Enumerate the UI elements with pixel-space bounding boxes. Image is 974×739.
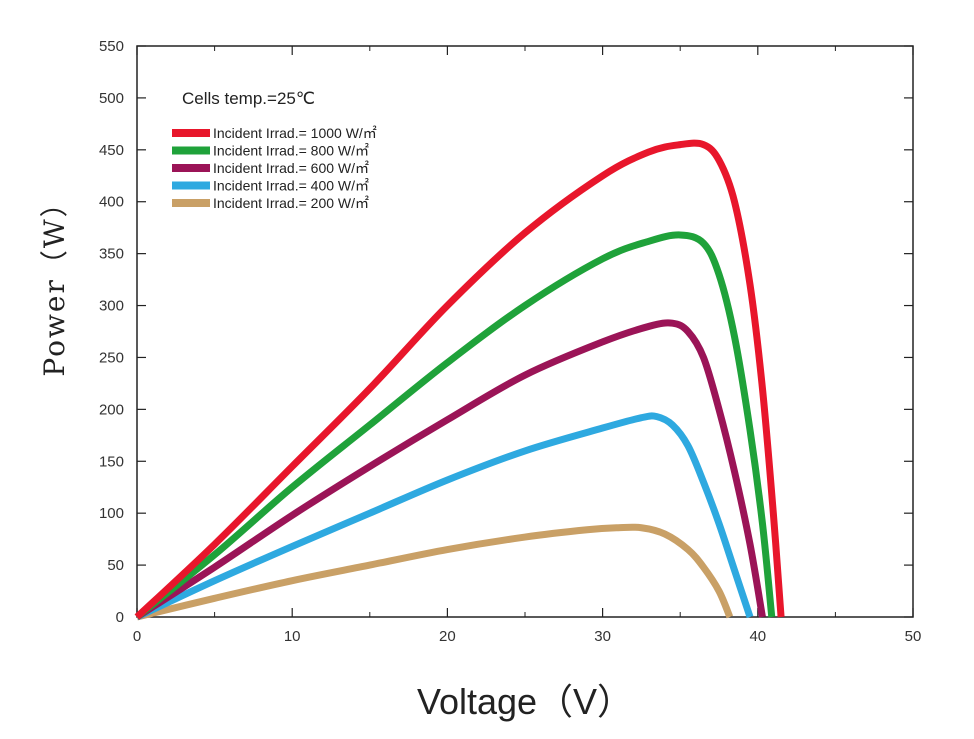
legend-swatch [172,146,210,155]
y-tick-label: 350 [99,246,124,263]
axis-ticks [136,45,914,618]
x-tick-label: 0 [133,628,141,645]
y-tick-label: 0 [116,609,124,626]
series-lines [134,139,785,621]
y-tick-label: 200 [99,401,124,418]
temperature-annotation: Cells temp.=25℃ [182,89,315,108]
y-tick-label: 100 [99,505,124,522]
legend-label: Incident Irrad.= 400 W/㎡ [213,178,369,194]
y-tick-label: 50 [107,557,124,574]
x-axis-label: Voltage（V） [417,681,633,722]
legend-label: Incident Irrad.= 600 W/㎡ [213,160,369,176]
y-tick-label: 450 [99,142,124,159]
tick-labels: 0 10 20 30 40 5005010015020025030035040045050… [99,38,921,645]
y-tick-label: 400 [99,194,124,211]
x-tick-label: 10 [284,628,301,645]
legend-swatch [172,129,210,137]
x-tick-label: 30 [594,628,611,645]
legend-label: Incident Irrad.= 800 W/㎡ [213,143,369,159]
series-line-4 [136,523,734,621]
y-tick-label: 550 [99,38,124,55]
legend-label: Incident Irrad.= 200 W/㎡ [213,195,369,211]
legend-swatch [172,181,210,190]
series-line-1 [134,231,776,620]
x-tick-label: 50 [905,628,922,645]
x-tick-label: 20 [439,628,456,645]
y-tick-label: 250 [99,349,124,366]
y-tick-label: 300 [99,298,124,315]
y-tick-label: 150 [99,453,124,470]
y-tick-label: 500 [99,90,124,107]
y-axis-label: Power（W） [38,187,71,376]
x-tick-label: 40 [749,628,766,645]
series-line-3 [135,412,754,621]
legend: Incident Irrad.= 1000 W/㎡ Incident Irrad.… [172,125,377,211]
series-line-2 [135,319,766,620]
series-line-0 [134,139,785,620]
legend-label: Incident Irrad.= 1000 W/㎡ [213,125,377,141]
legend-swatch [172,199,210,207]
legend-swatch [172,164,210,172]
